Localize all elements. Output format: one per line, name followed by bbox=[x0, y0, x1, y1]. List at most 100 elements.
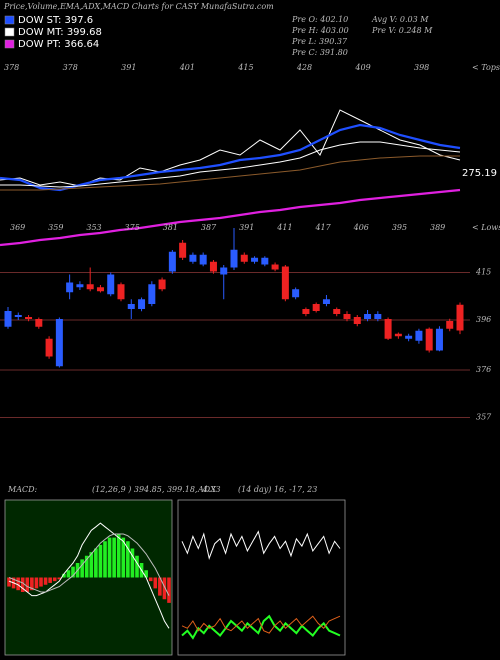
histogram-bar bbox=[158, 577, 162, 596]
histogram-bar bbox=[162, 577, 167, 600]
legend-label: DOW PT: 366.64 bbox=[18, 39, 99, 50]
histogram-bar bbox=[126, 541, 130, 578]
candle-body bbox=[333, 309, 341, 314]
candle-body bbox=[76, 284, 84, 288]
low-label: 391 bbox=[239, 223, 254, 232]
legend-swatch bbox=[4, 39, 15, 49]
histogram-bar bbox=[16, 577, 20, 591]
candle-body bbox=[374, 314, 382, 319]
candle-body bbox=[158, 279, 166, 290]
histogram-bar bbox=[103, 541, 107, 578]
candle-body bbox=[45, 338, 53, 357]
low-label: 411 bbox=[276, 223, 292, 232]
top-label: 378 bbox=[4, 63, 19, 72]
adx-label: ADX bbox=[197, 485, 216, 494]
candle-body bbox=[96, 287, 104, 292]
candle-body bbox=[148, 284, 156, 304]
histogram-bar bbox=[84, 555, 89, 578]
candle-body bbox=[25, 317, 33, 319]
adx-line bbox=[181, 530, 341, 560]
candle-body bbox=[14, 315, 22, 317]
candle-body bbox=[384, 319, 392, 339]
top-label: 378 bbox=[63, 63, 78, 72]
histogram-bar bbox=[39, 577, 43, 587]
candle-body bbox=[127, 304, 135, 309]
candle-body bbox=[240, 254, 248, 262]
low-label: 359 bbox=[48, 223, 63, 232]
low-label: 353 bbox=[86, 223, 101, 232]
histogram-bar bbox=[144, 570, 148, 578]
low-label: 389 bbox=[430, 223, 445, 232]
info-text: Pre C: 391.80 bbox=[291, 48, 348, 57]
legend-label: DOW ST: 397.6 bbox=[18, 15, 93, 26]
histogram-bar bbox=[52, 577, 57, 582]
histogram-bar bbox=[43, 577, 48, 585]
histogram-bar bbox=[80, 559, 84, 578]
macd-params: (12,26,9 ) 394.85, 399.18, -4.33 bbox=[92, 485, 221, 494]
legend-swatch bbox=[4, 27, 15, 37]
histogram-bar bbox=[62, 573, 66, 578]
info-text: Pre V: 0.248 M bbox=[371, 26, 433, 35]
legend-label: DOW MT: 399.68 bbox=[18, 27, 102, 38]
info-text: Pre O: 402.10 bbox=[291, 15, 348, 24]
histogram-bar bbox=[107, 537, 112, 578]
macd-line bbox=[8, 533, 170, 596]
histogram-bar bbox=[153, 577, 158, 589]
low-label: 417 bbox=[314, 223, 331, 232]
annotation: 275.19 bbox=[462, 168, 497, 179]
y-tick-label: 396 bbox=[476, 315, 491, 324]
candle-body bbox=[209, 261, 217, 272]
candle-body bbox=[220, 267, 228, 275]
histogram-bar bbox=[66, 570, 71, 578]
top-label: 415 bbox=[237, 63, 253, 72]
y-tick-label: 376 bbox=[476, 365, 491, 374]
candle-body bbox=[353, 317, 361, 324]
adx-line bbox=[181, 615, 341, 634]
lows-label: < Lows bbox=[472, 223, 500, 232]
histogram-bar bbox=[48, 577, 52, 583]
histogram-bar bbox=[112, 537, 116, 578]
info-text: Avg V: 0.03 M bbox=[371, 15, 429, 24]
candle-body bbox=[199, 254, 207, 265]
macd-line bbox=[8, 522, 170, 629]
candle-body bbox=[168, 251, 176, 272]
series-line bbox=[0, 188, 461, 247]
candle-body bbox=[312, 304, 320, 311]
candle-body bbox=[86, 284, 94, 290]
low-label: 387 bbox=[201, 223, 217, 232]
candle-body bbox=[138, 299, 146, 309]
low-label: 395 bbox=[392, 223, 407, 232]
info-text: Pre H: 403.00 bbox=[291, 26, 349, 35]
candle-body bbox=[66, 282, 74, 293]
candle-body bbox=[55, 319, 63, 367]
candle-body bbox=[117, 284, 125, 300]
histogram-bar bbox=[167, 577, 171, 603]
low-label: 381 bbox=[163, 223, 178, 232]
histogram-bar bbox=[57, 577, 62, 580]
candle-body bbox=[343, 314, 351, 319]
candle-body bbox=[107, 274, 115, 295]
histogram-bar bbox=[20, 577, 25, 592]
candle-body bbox=[322, 299, 330, 304]
candle-body bbox=[35, 319, 43, 327]
candle-body bbox=[230, 249, 238, 268]
candle-body bbox=[302, 309, 310, 314]
info-text: Pre L: 390.37 bbox=[291, 37, 348, 46]
histogram-bar bbox=[121, 537, 126, 578]
histogram-bar bbox=[148, 577, 153, 582]
low-label: 406 bbox=[353, 223, 369, 232]
candle-body bbox=[271, 264, 279, 270]
candle-body bbox=[4, 311, 12, 327]
tops-label: < Tops bbox=[472, 63, 500, 72]
histogram-bar bbox=[135, 555, 139, 578]
low-label: 375 bbox=[125, 223, 140, 232]
histogram-bar bbox=[116, 534, 121, 578]
series-line bbox=[0, 141, 461, 188]
candle-body bbox=[405, 335, 413, 339]
candle-body bbox=[425, 328, 433, 351]
candle-body bbox=[435, 328, 443, 351]
candle-body bbox=[292, 289, 300, 298]
y-tick-label: 357 bbox=[476, 413, 492, 422]
legend-swatch bbox=[4, 15, 15, 25]
